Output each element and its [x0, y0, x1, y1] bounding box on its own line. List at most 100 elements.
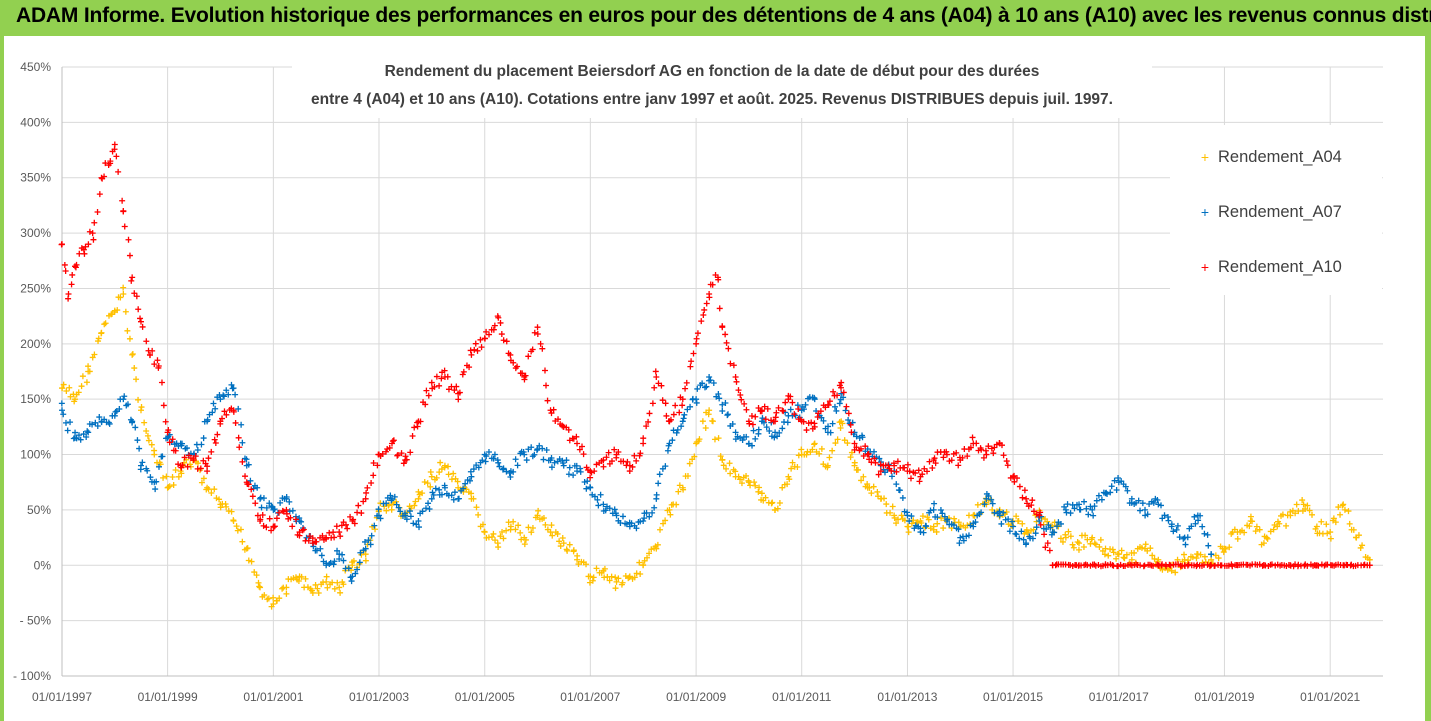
- data-marker: [331, 534, 338, 541]
- data-point: [679, 396, 686, 403]
- data-point: [137, 407, 144, 414]
- data-marker: [637, 450, 644, 457]
- data-marker: [381, 503, 388, 510]
- data-marker: [1067, 533, 1074, 540]
- data-marker: [235, 434, 242, 441]
- data-marker: [63, 388, 70, 395]
- data-marker: [1318, 518, 1325, 525]
- data-marker: [228, 381, 235, 388]
- data-marker: [699, 380, 706, 387]
- data-marker: [615, 575, 622, 582]
- x-tick-label: 01/01/2001: [243, 690, 303, 704]
- data-marker: [208, 489, 215, 496]
- data-marker: [554, 530, 561, 537]
- data-marker: [565, 426, 572, 433]
- data-point: [270, 506, 277, 513]
- data-point: [653, 374, 660, 381]
- data-marker: [1256, 526, 1263, 533]
- data-marker: [92, 419, 99, 426]
- data-marker: [425, 500, 432, 507]
- data-marker: [624, 458, 631, 465]
- data-marker: [755, 488, 762, 495]
- data-marker: [1182, 541, 1189, 548]
- data-point: [1260, 540, 1267, 547]
- data-point: [230, 517, 237, 524]
- data-point: [772, 429, 779, 436]
- data-point: [1287, 562, 1294, 569]
- data-point: [758, 407, 765, 414]
- data-point: [745, 418, 752, 425]
- data-marker: [1113, 486, 1120, 493]
- legend-marker-a10-icon: +: [1201, 259, 1209, 275]
- data-marker: [670, 411, 677, 418]
- data-marker: [1101, 551, 1108, 558]
- data-marker: [646, 410, 653, 417]
- data-marker: [662, 517, 669, 524]
- data-point: [85, 368, 92, 375]
- data-marker: [787, 406, 794, 413]
- data-point: [428, 495, 435, 502]
- data-marker: [991, 509, 998, 516]
- data-marker: [1090, 512, 1097, 519]
- data-point: [257, 584, 264, 591]
- header-bar: ADAM Informe. Evolution historique des p…: [0, 0, 1431, 36]
- data-marker: [1346, 520, 1353, 527]
- data-marker: [1167, 562, 1174, 569]
- data-point: [283, 495, 290, 502]
- data-marker: [324, 584, 331, 591]
- legend: + Rendement_A04 + Rendement_A07 + Rendem…: [1170, 125, 1382, 295]
- data-marker: [829, 420, 836, 427]
- data-marker: [842, 407, 849, 414]
- x-tick-label: 01/01/2007: [560, 690, 620, 704]
- data-marker: [580, 451, 587, 458]
- data-point: [120, 207, 127, 214]
- data-marker: [752, 435, 759, 442]
- data-point: [877, 495, 884, 502]
- data-marker: [795, 406, 802, 413]
- data-marker: [210, 400, 217, 407]
- data-marker: [383, 500, 390, 507]
- data-marker: [438, 375, 445, 382]
- data-marker: [459, 371, 466, 378]
- data-marker: [259, 512, 266, 519]
- data-marker: [382, 448, 389, 455]
- data-marker: [1080, 544, 1087, 551]
- data-marker: [998, 520, 1005, 527]
- data-marker: [76, 250, 83, 257]
- data-marker: [651, 504, 658, 511]
- data-marker: [139, 459, 146, 466]
- x-tick-label: 01/01/2003: [349, 690, 409, 704]
- data-marker: [415, 488, 422, 495]
- data-marker: [876, 455, 883, 462]
- data-point: [1194, 551, 1201, 558]
- data-marker: [1047, 524, 1054, 531]
- data-marker: [211, 436, 218, 443]
- data-point: [481, 451, 488, 458]
- y-tick-label: 400%: [20, 115, 51, 129]
- data-marker: [1191, 513, 1198, 520]
- data-point: [1036, 517, 1043, 524]
- data-marker: [707, 377, 714, 384]
- data-marker: [875, 471, 882, 478]
- data-marker: [686, 460, 693, 467]
- data-marker: [875, 493, 882, 500]
- data-marker: [950, 522, 957, 529]
- data-marker: [1139, 500, 1146, 507]
- data-marker: [331, 585, 338, 592]
- data-marker: [779, 484, 786, 491]
- legend-label-a07: Rendement_A07: [1218, 203, 1342, 221]
- data-marker: [252, 500, 259, 507]
- data-marker: [372, 526, 379, 533]
- data-marker: [472, 340, 479, 347]
- data-marker: [816, 450, 823, 457]
- data-marker: [460, 368, 467, 375]
- data-marker: [1264, 535, 1271, 542]
- data-marker: [896, 487, 903, 494]
- data-marker: [840, 389, 847, 396]
- data-marker: [899, 494, 906, 501]
- data-point: [983, 451, 990, 458]
- data-marker: [1013, 475, 1020, 482]
- data-point: [693, 440, 700, 447]
- data-marker: [1083, 505, 1090, 512]
- data-marker: [901, 464, 908, 471]
